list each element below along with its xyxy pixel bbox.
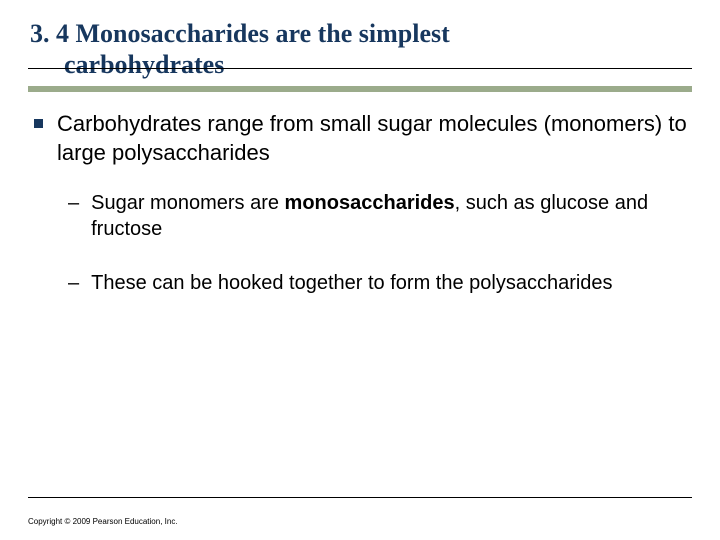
title-line-1: 3. 4 Monosaccharides are the simplest — [30, 18, 692, 49]
bullet-level-2-text: These can be hooked together to form the… — [91, 270, 612, 296]
title-line-2: carbohydrates — [30, 49, 692, 80]
bullet-level-1: Carbohydrates range from small sugar mol… — [34, 110, 692, 167]
footer-thin-line — [28, 497, 692, 498]
slide-container: 3. 4 Monosaccharides are the simplest ca… — [0, 0, 720, 540]
slide-title: 3. 4 Monosaccharides are the simplest ca… — [28, 18, 692, 80]
slide-body: Carbohydrates range from small sugar mol… — [28, 92, 692, 295]
bullet-level-1-text: Carbohydrates range from small sugar mol… — [57, 110, 692, 167]
dash-bullet-icon: – — [68, 270, 79, 296]
sub1-pre: Sugar monomers are — [91, 192, 284, 214]
dash-bullet-icon: – — [68, 190, 79, 216]
bullet-level-2: – These can be hooked together to form t… — [68, 270, 692, 296]
bullet-level-2-text: Sugar monomers are monosaccharides, such… — [91, 190, 692, 242]
square-bullet-icon — [34, 119, 43, 128]
bullet-level-2: – Sugar monomers are monosaccharides, su… — [68, 190, 692, 242]
title-thin-line — [28, 68, 692, 69]
copyright-footer: Copyright © 2009 Pearson Education, Inc. — [28, 517, 178, 526]
sub1-bold: monosaccharides — [285, 192, 455, 214]
